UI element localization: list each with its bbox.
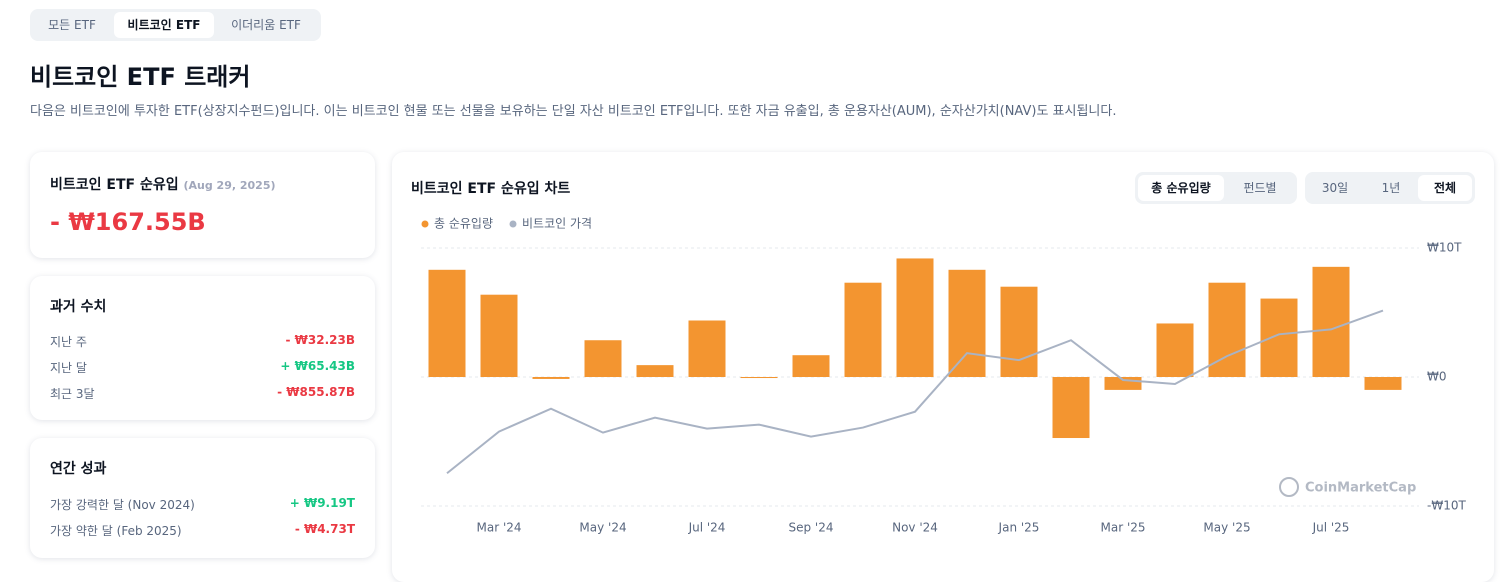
label: 가장 강력한 달 (Nov 2024): [50, 498, 195, 512]
x-tick-label: Jul '25: [1312, 521, 1350, 535]
date: (Aug 29, 2025): [183, 179, 276, 192]
label: 지난 달: [50, 361, 87, 375]
tab-active[interactable]: 비트코인 ETF: [114, 12, 214, 38]
y-tick-label: ₩0: [1427, 370, 1447, 384]
bar: [740, 377, 778, 379]
bar: [1052, 377, 1090, 439]
range[interactable]: 30일: [1321, 181, 1349, 195]
summary-card: 비트코인 ETF 순유입 (Aug 29, 2025) - ₩167.55B: [30, 152, 375, 258]
value: - ₩32.23B: [285, 333, 356, 347]
chart: CoinMarketCap ₩10T ₩0 -₩10T Mar '24 May '24 J…: [421, 217, 1466, 535]
x-tick-label: Mar '25: [1100, 521, 1145, 535]
x-tick-label: May '24: [579, 521, 626, 535]
toggle[interactable]: 총 순유입량: [1138, 175, 1224, 201]
legend-marker: [509, 220, 517, 228]
bar: [896, 258, 934, 377]
bar: [792, 355, 830, 377]
annual-card: 연간 성과 가장 강력한 달 (Nov 2024) + ₩9.19T 가장 약한 …: [30, 438, 375, 558]
row: 지난 주 - ₩32.23B: [50, 333, 355, 350]
toggle-group: 총 순유입량 펀드별: [1135, 172, 1297, 204]
value: - ₩855.87B: [277, 385, 355, 399]
watermark-text: CoinMarketCap: [1305, 481, 1416, 496]
bar: [1000, 286, 1038, 377]
price-line: [446, 309, 1384, 475]
range-group: 30일 1년 전체: [1305, 172, 1475, 204]
range[interactable]: 1년: [1381, 181, 1401, 195]
bar: [636, 365, 674, 377]
label: 지난 주: [50, 335, 87, 349]
title: 비트코인 ETF 순유입: [50, 177, 179, 193]
bar: [688, 320, 726, 377]
tab[interactable]: 이더리움 ETF: [231, 18, 301, 32]
bar: [480, 294, 518, 377]
x-tick-label: Jan '25: [998, 521, 1040, 535]
row: 지난 달 + ₩65.43B: [50, 359, 355, 376]
label: 가장 약한 달 (Feb 2025): [50, 524, 182, 538]
history-card: 과거 수치 지난 주 - ₩32.23B 지난 달 + ₩65.43B 최근 3달 -…: [30, 276, 375, 420]
bar: [428, 269, 466, 377]
value: - ₩4.73T: [294, 522, 355, 536]
y-tick-label: ₩10T: [1427, 241, 1462, 255]
legend-label: 총 순유입량: [434, 217, 493, 231]
bar: [1260, 298, 1298, 377]
watermark: CoinMarketCap: [1279, 477, 1416, 497]
x-tick-label: Nov '24: [892, 521, 938, 535]
page-title: 비트코인 ETF 트래커: [30, 63, 251, 91]
tab[interactable]: 모든 ETF: [48, 18, 96, 32]
card-title: 연간 성과: [50, 461, 107, 477]
watermark-logo: [1279, 477, 1299, 497]
chart-card: 비트코인 ETF 순유입 차트 총 순유입량 펀드별 30일 1년 전체 Coi…: [392, 152, 1494, 582]
card-title: 비트코인 ETF 순유입 (Aug 29, 2025): [50, 174, 276, 194]
tab-bar: 모든 ETF 비트코인 ETF 이더리움 ETF: [30, 9, 321, 41]
x-tick-label: May '25: [1203, 521, 1250, 535]
toggle[interactable]: 펀드별: [1243, 181, 1277, 195]
legend-label: 비트코인 가격: [522, 217, 592, 231]
y-tick-label: -₩10T: [1427, 499, 1466, 513]
bar: [532, 377, 570, 379]
net-flow: - ₩167.55B: [50, 208, 206, 236]
bar: [844, 282, 882, 377]
description: 다음은 비트코인에 투자한 ETF(상장지수펀드)입니다. 이는 비트코인 현물…: [30, 104, 1117, 119]
row: 최근 3달 - ₩855.87B: [50, 385, 355, 402]
range[interactable]: 전체: [1418, 175, 1472, 201]
x-tick-label: Sep '24: [789, 521, 834, 535]
bar: [1156, 323, 1194, 377]
x-tick-label: Jul '24: [688, 521, 726, 535]
chart-title: 비트코인 ETF 순유입 차트: [411, 181, 571, 197]
bar: [1312, 266, 1350, 377]
label: 최근 3달: [50, 387, 95, 401]
card-title: 과거 수치: [50, 299, 107, 315]
value: + ₩9.19T: [289, 496, 355, 510]
row: 가장 강력한 달 (Nov 2024) + ₩9.19T: [50, 496, 355, 513]
legend-marker: [421, 220, 429, 228]
bar: [584, 340, 622, 377]
row: 가장 약한 달 (Feb 2025) - ₩4.73T: [50, 522, 355, 539]
bar: [1364, 377, 1402, 390]
bar: [1208, 282, 1246, 377]
value: + ₩65.43B: [280, 359, 355, 373]
x-tick-label: Mar '24: [476, 521, 521, 535]
bar: [948, 269, 986, 377]
